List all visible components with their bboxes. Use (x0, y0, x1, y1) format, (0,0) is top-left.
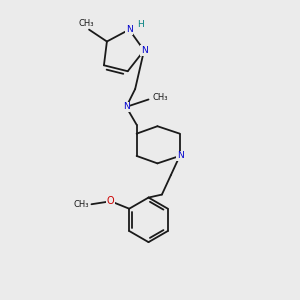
Text: O: O (107, 196, 115, 206)
Text: methoxy: methoxy (0, 299, 1, 300)
Text: N: N (126, 25, 133, 34)
Text: N: N (141, 46, 147, 55)
Text: CH₃: CH₃ (152, 94, 168, 103)
Text: N: N (123, 102, 130, 111)
Text: CH₃: CH₃ (78, 19, 94, 28)
Text: N: N (177, 152, 184, 160)
Text: CH₃: CH₃ (73, 200, 89, 209)
Text: H: H (137, 20, 144, 29)
